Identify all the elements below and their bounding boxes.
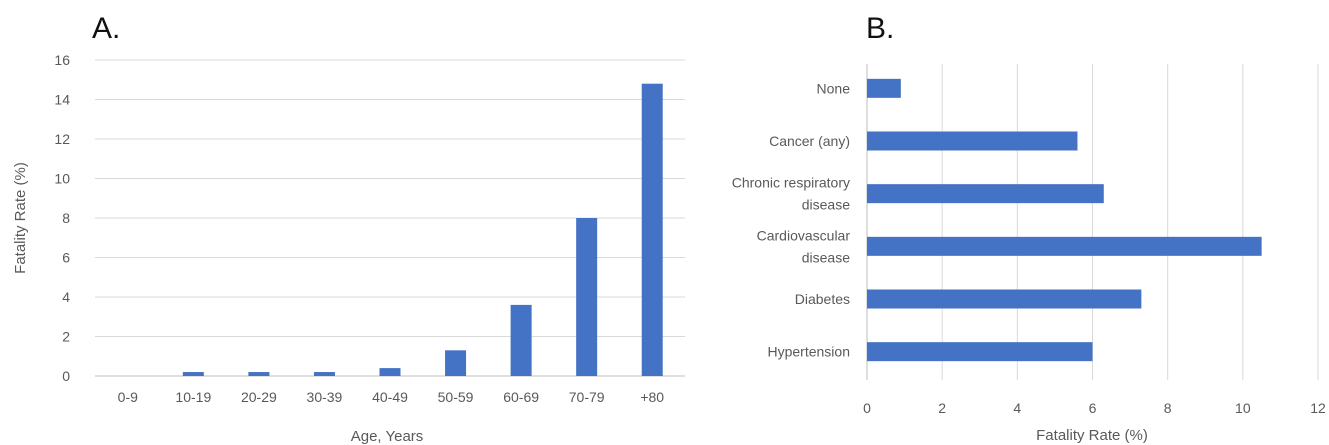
- panel-b-x-tick-label: 8: [1164, 400, 1172, 416]
- panel-b-category-label: disease: [802, 249, 850, 265]
- panel-b-gridlines: [866, 64, 1319, 380]
- panel-b-x-tick-label: 10: [1235, 400, 1251, 416]
- panel-a-bar: [445, 350, 467, 376]
- panel-b-bar: [867, 184, 1104, 204]
- panel-a-bar: [641, 83, 663, 376]
- panel-b-category-labels: None Cancer (any) Chronic respiratory disea…: [732, 80, 851, 359]
- panel-a-x-tick-label: +80: [640, 389, 664, 405]
- panel-b-x-tick-label: 2: [938, 400, 946, 416]
- panel-a-y-tick-label: 4: [62, 289, 70, 305]
- panel-a-bar: [248, 372, 270, 376]
- panel-b-x-tick-label: 4: [1013, 400, 1021, 416]
- panel-b-category-label: Diabetes: [795, 291, 850, 307]
- panel-b-bar: [867, 78, 901, 98]
- panel-a-x-axis-title: Age, Years: [351, 428, 424, 445]
- panel-a-x-tick-label: 50-59: [438, 389, 474, 405]
- panel-a-x-tick-label: 70-79: [569, 389, 605, 405]
- panel-b-category-label: None: [817, 80, 851, 96]
- panel-a-bar: [379, 368, 401, 376]
- panel-a-label: A.: [92, 12, 120, 45]
- panel-a-bar: [510, 304, 532, 376]
- panel-a-y-tick-label: 0: [62, 368, 70, 384]
- panel-b-bar: [867, 289, 1142, 309]
- panel-b-x-tick-labels: 0 2 4 6 8 10 12: [863, 400, 1326, 416]
- panel-b-category-label: Hypertension: [768, 344, 851, 360]
- panel-a-y-tick-label: 10: [54, 171, 70, 187]
- panel-b-category-label: Cardiovascular: [757, 227, 851, 243]
- panel-a-y-tick-label: 8: [62, 210, 70, 226]
- panel-b-category-label: Chronic respiratory: [732, 175, 850, 191]
- panel-a-x-tick-label: 0-9: [118, 389, 138, 405]
- panel-b-x-tick-label: 6: [1089, 400, 1097, 416]
- panel-b-bars: [867, 78, 1262, 362]
- panel-a-bar: [576, 218, 598, 376]
- panel-b-bar: [867, 131, 1078, 151]
- panel-a-x-tick-label: 30-39: [307, 389, 343, 405]
- panel-a-gridlines: [95, 59, 685, 377]
- panel-a-y-tick-label: 16: [54, 52, 70, 68]
- panel-a-bars: [182, 83, 663, 376]
- panel-b-x-tick-label: 0: [863, 400, 871, 416]
- panel-b-category-label: disease: [802, 197, 850, 213]
- panel-b-condition-chart: B. 0 2 4 6 8 10 12 None Cancer (any) Chronic res…: [732, 12, 1326, 444]
- panel-b-bar: [867, 236, 1262, 256]
- panel-a-x-tick-label: 10-19: [175, 389, 211, 405]
- panel-b-x-tick-label: 12: [1310, 400, 1326, 416]
- panel-a-y-axis-title: Fatality Rate (%): [12, 162, 29, 274]
- panel-b-category-label: Cancer (any): [769, 133, 850, 149]
- panel-a-x-tick-label: 40-49: [372, 389, 408, 405]
- panel-a-x-tick-label: 20-29: [241, 389, 277, 405]
- panel-a-x-tick-label: 60-69: [503, 389, 539, 405]
- panel-a-y-tick-label: 2: [62, 329, 70, 345]
- panel-a-bar: [313, 372, 335, 376]
- panel-a-y-tick-label: 14: [54, 92, 70, 108]
- panel-a-y-tick-labels: 0 2 4 6 8 10 12 14 16: [54, 52, 70, 384]
- panel-a-age-chart: A. 0 2 4 6 8 10 12 14 16 0-9 10-19 20-29 30-39 40-49…: [12, 12, 685, 445]
- panel-b-bar: [867, 342, 1093, 362]
- panel-a-x-tick-labels: 0-9 10-19 20-29 30-39 40-49 50-59 60-69 70-79 +8…: [118, 389, 665, 405]
- panel-b-label: B.: [866, 12, 894, 45]
- panel-a-y-tick-label: 12: [54, 131, 70, 147]
- panel-a-y-tick-label: 6: [62, 250, 70, 266]
- panel-b-x-axis-title: Fatality Rate (%): [1036, 427, 1148, 444]
- panel-a-bar: [182, 372, 204, 376]
